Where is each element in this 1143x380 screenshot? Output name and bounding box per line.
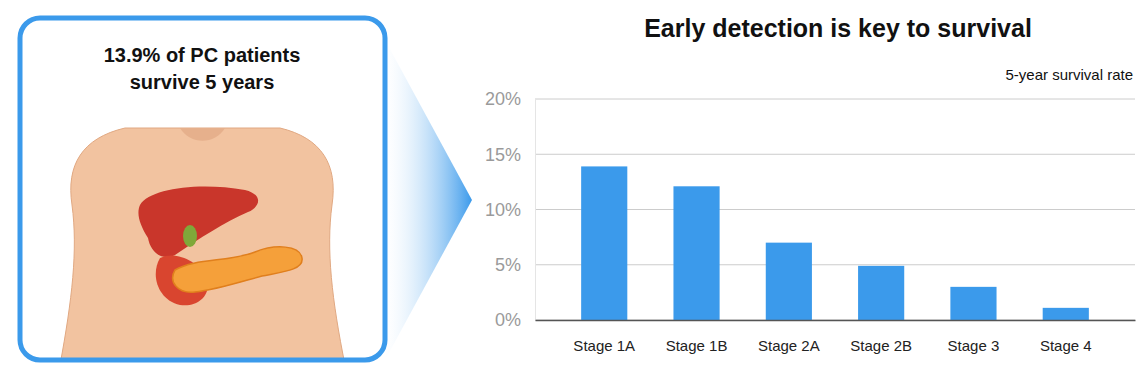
bar <box>858 266 904 320</box>
x-tick: Stage 1A <box>573 320 635 354</box>
bar <box>766 243 812 320</box>
x-tick-label: Stage 1A <box>573 337 635 354</box>
chart: 13.9% of PC patients survive 5 years 0% 5% 1… <box>0 0 1143 380</box>
grid <box>535 99 1135 320</box>
grid-line <box>535 154 1135 155</box>
y-axis-line <box>535 100 536 321</box>
bar <box>950 287 996 320</box>
x-tick: Stage 3 <box>948 320 1000 354</box>
x-tick-label: Stage 2B <box>850 337 912 354</box>
y-tick-label: 5% <box>495 255 521 275</box>
info-panel: 13.9% of PC patients survive 5 years <box>20 18 472 365</box>
liver <box>138 186 258 257</box>
grid-line <box>535 99 1135 100</box>
torso <box>60 128 345 360</box>
connector <box>385 40 472 360</box>
bar <box>581 166 627 320</box>
y-tick-label: 10% <box>485 200 521 220</box>
subtitle: 5-year survival rate <box>1005 66 1133 83</box>
y-tick-label: 15% <box>485 145 521 165</box>
y-tick: 20% <box>485 89 535 109</box>
plot-area <box>581 166 1089 320</box>
y-tick-label: 0% <box>495 310 521 330</box>
bar <box>673 186 719 320</box>
panel-border <box>20 18 385 360</box>
y-tick-label: 20% <box>485 89 521 109</box>
annotation: 13.9% of PC patients <box>104 44 301 66</box>
x-tick-label: Stage 3 <box>948 337 1000 354</box>
annotation: survive 5 years <box>130 71 275 93</box>
pancreas <box>173 247 302 292</box>
title: Early detection is key to survival <box>644 14 1032 42</box>
x-tick: Stage 2B <box>850 320 912 354</box>
x-axis: Stage 1A Stage 1B Stage 2A Stage 2B Stage 3 S… <box>536 320 1136 354</box>
x-tick: Stage 4 <box>1040 320 1092 354</box>
x-tick-label: Stage 1B <box>666 337 728 354</box>
y-tick: 15% <box>485 145 535 165</box>
x-tick-label: Stage 4 <box>1040 337 1092 354</box>
x-tick-label: Stage 2A <box>758 337 820 354</box>
x-tick: Stage 2A <box>758 320 820 354</box>
illustration <box>20 18 385 360</box>
y-tick: 5% <box>495 255 535 275</box>
y-tick: 10% <box>485 200 535 220</box>
x-axis-line <box>536 320 1136 322</box>
gallbladder <box>183 225 197 247</box>
x-tick: Stage 1B <box>666 320 728 354</box>
bar <box>1043 308 1089 320</box>
y-tick: 0% <box>495 310 535 330</box>
neck-shadow <box>180 128 225 141</box>
y-axis: 0% 5% 10% 15% 20% <box>485 89 536 330</box>
